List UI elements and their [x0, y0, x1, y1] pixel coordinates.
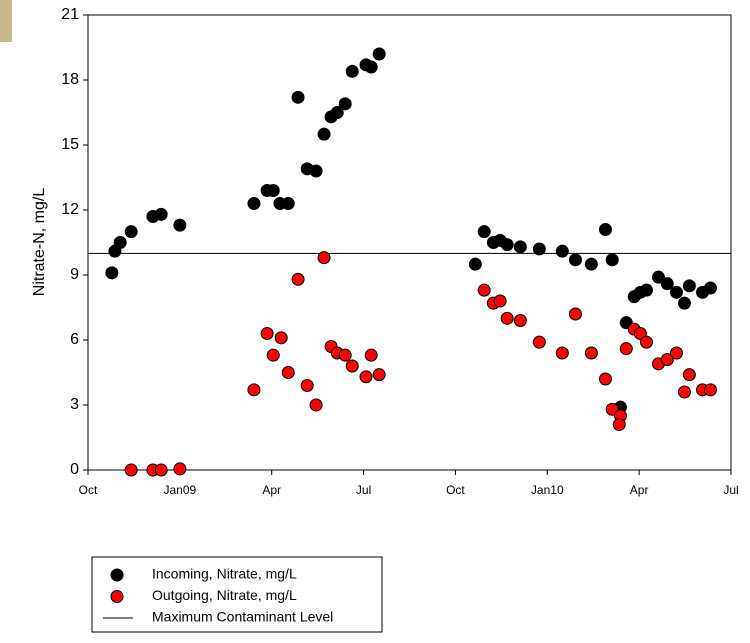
- photo-fragment: [0, 0, 12, 42]
- data-point: [125, 464, 137, 476]
- data-point: [155, 208, 167, 220]
- data-point: [704, 282, 716, 294]
- y-tick-label: 18: [61, 71, 79, 88]
- x-tick-label: Jan09: [164, 483, 197, 497]
- data-point: [599, 373, 611, 385]
- data-point: [267, 349, 279, 361]
- x-tick-label: Oct: [79, 483, 98, 497]
- data-point: [556, 347, 568, 359]
- data-point: [282, 367, 294, 379]
- data-point: [125, 226, 137, 238]
- legend-marker: [111, 569, 123, 581]
- y-tick-label: 6: [70, 331, 79, 348]
- data-point: [606, 254, 618, 266]
- data-point: [478, 284, 490, 296]
- data-point: [339, 349, 351, 361]
- data-point: [620, 343, 632, 355]
- data-point: [318, 128, 330, 140]
- data-point: [501, 312, 513, 324]
- data-point: [533, 336, 545, 348]
- data-point: [248, 384, 260, 396]
- data-point: [346, 360, 358, 372]
- data-point: [678, 386, 690, 398]
- data-point: [310, 165, 322, 177]
- data-point: [585, 347, 597, 359]
- x-tick-label: Apr: [630, 483, 649, 497]
- legend-label: Incoming, Nitrate, mg/L: [152, 566, 297, 582]
- data-point: [106, 267, 118, 279]
- data-point: [569, 254, 581, 266]
- x-tick-label: Apr: [262, 483, 281, 497]
- data-point: [174, 463, 186, 475]
- data-point: [599, 224, 611, 236]
- data-point: [365, 61, 377, 73]
- y-tick-label: 9: [70, 266, 79, 283]
- data-point: [683, 280, 695, 292]
- data-point: [292, 273, 304, 285]
- data-point: [282, 198, 294, 210]
- y-tick-label: 15: [61, 136, 79, 153]
- data-point: [469, 258, 481, 270]
- data-point: [174, 219, 186, 231]
- legend-marker: [111, 591, 123, 603]
- data-point: [292, 91, 304, 103]
- data-point: [640, 336, 652, 348]
- data-point: [114, 237, 126, 249]
- x-tick-label: Oct: [446, 483, 465, 497]
- data-point: [514, 315, 526, 327]
- data-point: [478, 226, 490, 238]
- data-point: [339, 98, 351, 110]
- data-point: [275, 332, 287, 344]
- data-point: [501, 239, 513, 251]
- data-point: [365, 349, 377, 361]
- data-point: [556, 245, 568, 257]
- data-point: [310, 399, 322, 411]
- data-point: [533, 243, 545, 255]
- y-axis-label: Nitrate-N, mg/L: [31, 188, 48, 297]
- data-point: [261, 328, 273, 340]
- data-point: [678, 297, 690, 309]
- data-point: [301, 380, 313, 392]
- data-point: [670, 286, 682, 298]
- data-point: [670, 347, 682, 359]
- data-point: [613, 419, 625, 431]
- data-point: [267, 185, 279, 197]
- x-tick-label: Jul: [723, 483, 738, 497]
- data-point: [494, 295, 506, 307]
- chart: Nitrate-N, mg/L 0 3 6 9 12 15 18 21 Oct Jan09 Apr J…: [0, 0, 750, 643]
- data-point: [155, 464, 167, 476]
- data-point: [585, 258, 597, 270]
- data-point: [346, 65, 358, 77]
- data-point: [373, 48, 385, 60]
- y-tick-label: 21: [61, 6, 79, 23]
- data-point: [661, 278, 673, 290]
- data-point: [640, 284, 652, 296]
- legend-label: Outgoing, Nitrate, mg/L: [152, 587, 297, 603]
- data-point: [318, 252, 330, 264]
- data-point: [248, 198, 260, 210]
- data-point: [569, 308, 581, 320]
- plot-frame: [88, 15, 731, 470]
- data-point: [373, 369, 385, 381]
- x-tick-label: Jul: [356, 483, 371, 497]
- y-tick-label: 0: [70, 461, 79, 478]
- data-point: [514, 241, 526, 253]
- legend-label: Maximum Contaminant Level: [152, 609, 333, 625]
- data-point: [704, 384, 716, 396]
- data-point: [360, 371, 372, 383]
- y-tick-label: 12: [61, 201, 79, 218]
- data-point: [683, 369, 695, 381]
- y-tick-label: 3: [70, 396, 79, 413]
- x-tick-label: Jan10: [531, 483, 564, 497]
